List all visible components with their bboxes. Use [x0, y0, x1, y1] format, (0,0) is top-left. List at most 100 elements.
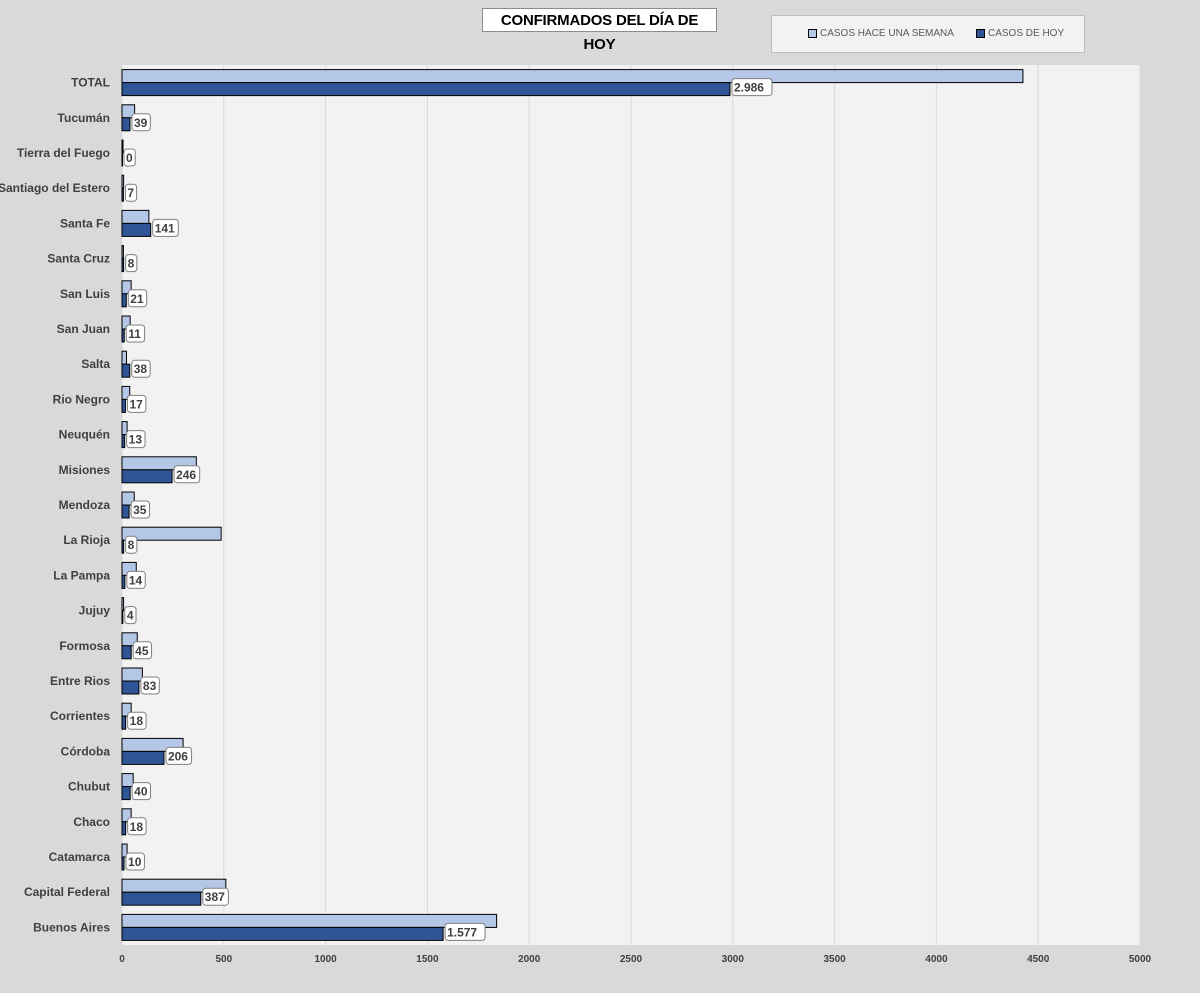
gridlines [121, 65, 1141, 945]
data-label-text: 387 [205, 890, 225, 904]
data-label-text: 40 [134, 785, 148, 799]
bar-last-week-santa-cruz [121, 245, 124, 260]
data-label-neuquen: 13 [126, 430, 146, 449]
data-label-text: 206 [168, 749, 188, 763]
data-label-tierra-del-fuego: 0 [123, 148, 136, 167]
data-label-box [125, 852, 145, 871]
data-label-santa-cruz: 8 [125, 254, 138, 273]
data-label-misiones: 246 [173, 465, 201, 484]
data-label-text: 8 [128, 538, 135, 552]
x-axis-ticks: 0 500 1000 1500 2000 2500 3000 3500 4000 4500 5000 [119, 954, 1151, 965]
bar-last-week-corrientes [121, 702, 132, 717]
data-label-santiago-del-estero: 7 [124, 183, 138, 202]
data-label-chubut: 40 [131, 782, 152, 801]
bar-last-week-salta [121, 350, 127, 365]
x-tick-label: 0 [119, 954, 125, 965]
data-label-box [131, 113, 151, 132]
bar-today-chubut [121, 786, 131, 801]
data-label-text: 141 [155, 221, 175, 235]
data-label-box [125, 535, 138, 554]
data-label-box [125, 254, 138, 273]
legend-swatch-last-week [808, 29, 817, 38]
data-label-box [130, 500, 151, 519]
data-label-box [125, 324, 146, 343]
bars [121, 69, 1024, 941]
data-label-text: 4 [127, 609, 134, 623]
data-label-san-luis: 21 [127, 289, 148, 308]
bar-last-week-santa-fe [121, 209, 150, 224]
category-label-la-pampa: La Pampa [53, 568, 110, 582]
category-label-formosa: Formosa [59, 639, 110, 653]
data-label-box [127, 817, 147, 836]
category-label-jujuy: Jujuy [79, 604, 111, 618]
category-label-tucuman: Tucumán [58, 111, 110, 125]
legend-item-today: CASOS DE HOY [976, 28, 1064, 39]
category-label-total: TOTAL [71, 76, 110, 90]
bar-today-rio-negro [121, 398, 126, 413]
data-label-san-juan: 11 [125, 324, 146, 343]
category-label-corrientes: Corrientes [50, 709, 110, 723]
category-label-entre-rios: Entre Rios [50, 674, 110, 688]
data-label-box [731, 78, 773, 97]
data-label-rio-negro: 17 [126, 394, 147, 413]
data-label-text: 18 [130, 714, 144, 728]
data-label-text: 39 [134, 116, 148, 130]
bar-today-chaco [121, 821, 127, 836]
data-label-mendoza: 35 [130, 500, 151, 519]
data-label-box [124, 183, 138, 202]
data-label-box [165, 746, 193, 765]
bar-today-san-luis [121, 293, 127, 308]
data-label-la-pampa: 14 [126, 570, 146, 589]
bar-today-neuquen [121, 434, 126, 449]
bar-last-week-tierra-del-fuego [121, 139, 124, 154]
x-tick-label: 2000 [518, 954, 541, 965]
legend-swatch-today [976, 29, 985, 38]
bar-last-week-santiago-del-estero [121, 174, 125, 189]
category-labels: TOTAL Tucumán Tierra del Fuego Santiago del… [0, 76, 110, 935]
data-label-buenos-aires: 1.577 [444, 922, 486, 941]
data-label-text: 14 [129, 573, 143, 587]
data-label-formosa: 45 [132, 641, 153, 660]
bar-today-formosa [121, 645, 132, 660]
category-label-capital-federal: Capital Federal [24, 885, 110, 899]
bar-today-cordoba [121, 750, 165, 765]
category-label-tierra-del-fuego: Tierra del Fuego [17, 146, 110, 160]
category-label-la-rioja: La Rioja [63, 533, 110, 547]
bar-today-tucuman [121, 117, 131, 132]
category-label-cordoba: Córdoba [61, 744, 111, 758]
category-label-buenos-aires: Buenos Aires [33, 920, 110, 934]
bar-last-week-chubut [121, 773, 134, 788]
x-tick-label: 3000 [722, 954, 745, 965]
data-label-box [444, 922, 486, 941]
bar-today-buenos-aires [121, 926, 444, 941]
data-label-entre-rios: 83 [140, 676, 160, 695]
bar-today-capital-federal [121, 891, 202, 906]
category-label-catamarca: Catamarca [49, 850, 111, 864]
data-label-text: 35 [133, 503, 147, 517]
category-label-neuquen: Neuquén [59, 428, 110, 442]
bar-today-jujuy [121, 610, 124, 625]
data-label-capital-federal: 387 [202, 887, 229, 906]
category-label-san-juan: San Juan [57, 322, 110, 336]
data-label-box [126, 570, 146, 589]
data-label-cordoba: 206 [165, 746, 193, 765]
bar-today-la-rioja [121, 539, 125, 554]
data-label-text: 83 [143, 679, 157, 693]
bar-today-tierra-del-fuego [121, 152, 123, 167]
data-label-text: 18 [130, 820, 144, 834]
bar-today-total [121, 82, 731, 97]
bar-last-week-entre-rios [121, 667, 143, 682]
category-label-chubut: Chubut [68, 780, 110, 794]
bar-last-week-catamarca [121, 843, 128, 858]
data-label-text: 8 [128, 257, 135, 271]
bar-last-week-total [121, 69, 1024, 84]
x-tick-label: 4500 [1027, 954, 1050, 965]
data-label-tucuman: 39 [131, 113, 151, 132]
bar-last-week-jujuy [121, 597, 125, 612]
data-label-corrientes: 18 [127, 711, 147, 730]
data-label-chaco: 18 [127, 817, 147, 836]
data-label-box [202, 887, 229, 906]
legend-item-last-week: CASOS HACE UNA SEMANA [808, 28, 954, 39]
data-label-box [127, 289, 148, 308]
data-label-text: 246 [176, 468, 196, 482]
